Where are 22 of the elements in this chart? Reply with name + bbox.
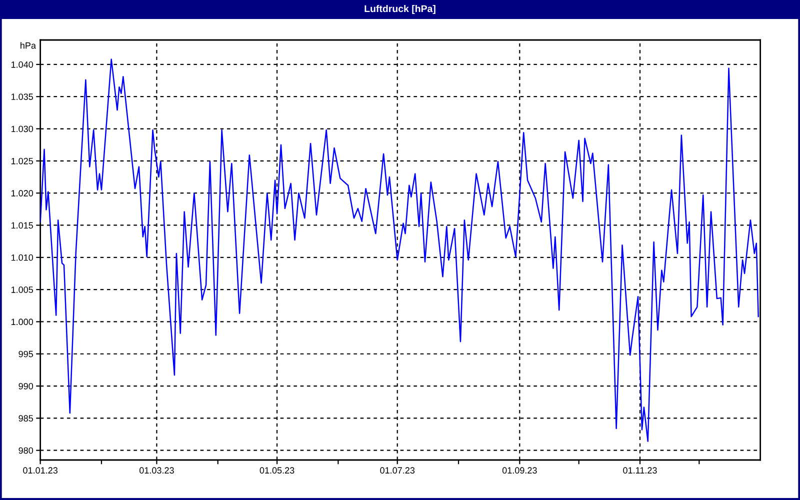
chart-title: Luftdruck [hPa] [364,4,436,14]
y-tick-label: 1.025 [11,158,33,164]
y-tick-label: 1.035 [11,94,33,100]
x-tick-label: 01.03.23 [139,467,174,474]
x-tick-label: 01.01.23 [23,467,58,474]
x-tick-label: 01.09.23 [502,467,537,474]
y-tick-label: 990 [18,383,34,390]
y-tick-label: 980 [18,447,34,454]
y-tick-label: 1.030 [11,126,34,132]
y-tick-label: 995 [18,350,33,358]
y-tick-label: 1.000 [11,318,34,326]
y-tick-label: 1.020 [11,190,34,196]
x-tick-label: 01.11.23 [623,467,657,474]
y-tick-label: 1.015 [11,222,33,229]
y-tick-label: 1.040 [11,61,34,68]
y-tick-label: 1.010 [11,254,34,261]
y-tick-label: 985 [18,415,33,422]
y-tick-label: 1.005 [11,286,33,293]
x-tick-label: 01.07.23 [380,467,415,474]
line-series [40,58,759,442]
x-tick-label: 01.05.23 [260,467,294,474]
y-axis-title: hPa [20,42,36,49]
